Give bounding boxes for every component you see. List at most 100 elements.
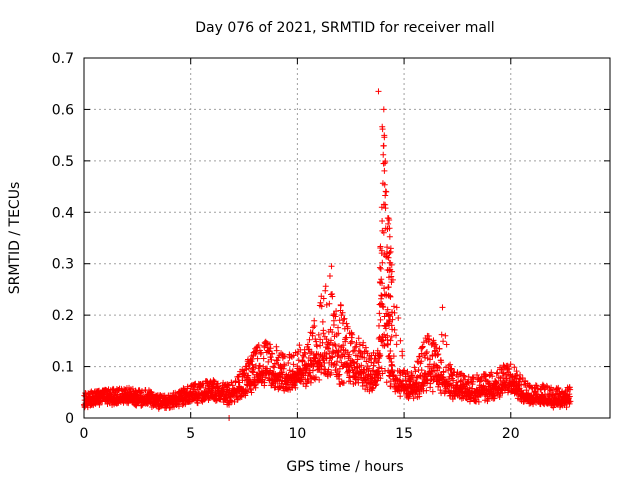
data-point bbox=[327, 337, 334, 344]
data-point bbox=[343, 334, 350, 341]
data-point bbox=[376, 279, 383, 286]
data-point bbox=[384, 266, 391, 273]
data-point bbox=[423, 377, 430, 384]
data-point bbox=[411, 364, 418, 371]
data-point bbox=[305, 372, 312, 379]
data-point bbox=[448, 365, 455, 372]
data-point bbox=[384, 244, 391, 251]
data-point bbox=[257, 362, 264, 369]
data-point bbox=[341, 315, 348, 322]
data-point bbox=[440, 369, 447, 376]
data-point bbox=[268, 356, 275, 363]
data-point bbox=[245, 372, 252, 379]
data-point bbox=[518, 381, 525, 388]
data-point bbox=[445, 362, 452, 369]
data-point bbox=[426, 356, 433, 363]
data-point bbox=[310, 324, 317, 331]
data-point bbox=[393, 304, 400, 311]
data-point bbox=[315, 331, 322, 338]
data-point bbox=[412, 368, 419, 375]
data-point bbox=[381, 313, 388, 320]
data-point bbox=[286, 367, 293, 374]
data-point bbox=[484, 396, 491, 403]
data-point bbox=[410, 377, 417, 384]
data-point bbox=[413, 374, 420, 381]
data-point bbox=[137, 389, 144, 396]
data-point bbox=[486, 372, 493, 379]
data-point bbox=[252, 384, 259, 391]
data-point bbox=[274, 357, 281, 364]
data-point bbox=[435, 377, 442, 384]
data-point bbox=[308, 348, 315, 355]
data-point bbox=[340, 379, 347, 386]
data-point bbox=[386, 225, 393, 232]
data-point bbox=[347, 378, 354, 385]
data-point bbox=[340, 350, 347, 357]
data-point bbox=[457, 378, 464, 385]
data-point bbox=[447, 361, 454, 368]
data-point bbox=[386, 233, 393, 240]
data-points bbox=[81, 88, 574, 421]
data-point bbox=[385, 254, 392, 261]
data-point bbox=[442, 332, 449, 339]
data-point bbox=[381, 331, 388, 338]
data-point bbox=[306, 336, 313, 343]
data-point bbox=[384, 340, 391, 347]
y-tick-label: 0 bbox=[65, 411, 74, 427]
data-point bbox=[388, 261, 395, 268]
data-point bbox=[329, 354, 336, 361]
data-point bbox=[381, 167, 388, 174]
data-point bbox=[356, 341, 363, 348]
data-point bbox=[388, 333, 395, 340]
x-tick-label: 10 bbox=[288, 426, 306, 442]
data-point bbox=[326, 350, 333, 357]
data-point bbox=[361, 354, 368, 361]
y-tick-label: 0.2 bbox=[52, 308, 74, 324]
data-point bbox=[325, 366, 332, 373]
data-point bbox=[504, 362, 511, 369]
data-point bbox=[381, 181, 388, 188]
data-point bbox=[338, 359, 345, 366]
data-point bbox=[349, 348, 356, 355]
data-point bbox=[397, 393, 404, 400]
data-point bbox=[331, 341, 338, 348]
data-point bbox=[436, 345, 443, 352]
data-point bbox=[379, 227, 386, 234]
y-axis-label: SRMTID / TECUs bbox=[7, 182, 23, 295]
data-point bbox=[430, 337, 437, 344]
data-point bbox=[475, 398, 482, 405]
data-point bbox=[387, 293, 394, 300]
data-point bbox=[517, 371, 524, 378]
data-point bbox=[304, 341, 311, 348]
data-point bbox=[393, 341, 400, 348]
data-point bbox=[249, 355, 256, 362]
data-point bbox=[329, 293, 336, 300]
data-point bbox=[373, 381, 380, 388]
data-point bbox=[300, 353, 307, 360]
data-point bbox=[310, 363, 317, 370]
data-point bbox=[385, 220, 392, 227]
data-point bbox=[417, 372, 424, 379]
data-point bbox=[567, 398, 574, 405]
data-point bbox=[320, 295, 327, 302]
data-point bbox=[378, 276, 385, 283]
data-point bbox=[296, 342, 303, 349]
x-tick-label: 5 bbox=[186, 426, 195, 442]
data-point bbox=[325, 346, 332, 353]
data-point bbox=[226, 401, 233, 408]
data-point bbox=[434, 352, 441, 359]
data-point bbox=[332, 313, 339, 320]
data-point bbox=[297, 366, 304, 373]
data-point bbox=[184, 385, 191, 392]
data-point bbox=[439, 304, 446, 311]
data-point bbox=[533, 382, 540, 389]
data-point bbox=[376, 353, 383, 360]
data-point bbox=[337, 302, 344, 309]
data-point bbox=[547, 387, 554, 394]
data-point bbox=[376, 364, 383, 371]
y-tick-label: 0.6 bbox=[52, 102, 74, 118]
data-point bbox=[247, 380, 254, 387]
data-point bbox=[266, 341, 273, 348]
data-point bbox=[318, 303, 325, 310]
